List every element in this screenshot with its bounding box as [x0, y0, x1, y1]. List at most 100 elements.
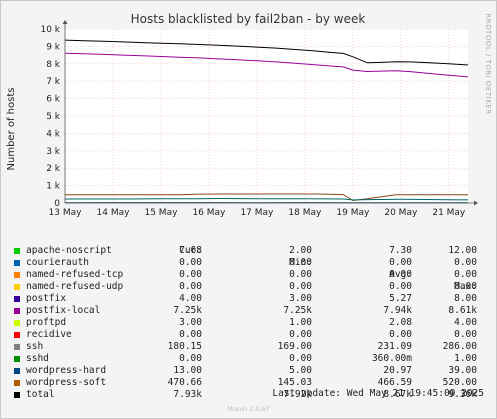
- x-axis-arrow-icon: [474, 200, 478, 206]
- legend-row-wordpress-hard: wordpress-hard 13.00 5.00 20.97 39.00: [12, 365, 484, 377]
- legend-swatch-named-refused-udp: [14, 284, 20, 290]
- legend-row-named-refused-udp: named-refused-udp 0.00 0.00 0.00 0.00: [12, 281, 484, 293]
- chart-title: Hosts blacklisted by fail2ban - by week: [131, 12, 366, 26]
- legend-name: postfix-local: [26, 305, 101, 316]
- series-line-total: [64, 39, 469, 66]
- legend-header: Cur: Min: Avg: Max:: [12, 233, 484, 292]
- legend-min: 0.00: [289, 281, 312, 292]
- x-tick-label: 20 May: [384, 208, 418, 218]
- legend-avg: 0.00: [389, 329, 412, 340]
- legend-cur: 3.00: [179, 317, 202, 328]
- x-tick-label: 15 May: [144, 208, 178, 218]
- legend-cur: 13.00: [173, 365, 202, 376]
- legend-avg: 7.94k: [383, 305, 412, 316]
- legend-cur: 4.00: [179, 293, 202, 304]
- legend-name: recidive: [26, 329, 72, 340]
- legend-cur: 0.00: [179, 269, 202, 280]
- header-min: Min:: [289, 257, 312, 268]
- legend-avg: 466.59: [377, 377, 412, 388]
- legend-max: 8.61k: [448, 305, 477, 316]
- munin-version: Munin 2.0.67: [227, 405, 270, 413]
- legend-cur: 7.25k: [173, 305, 202, 316]
- x-tick-label: 18 May: [288, 208, 322, 218]
- legend-min: 2.00: [289, 245, 312, 256]
- legend-max: 286.00: [442, 341, 477, 352]
- legend-name: named-refused-tcp: [26, 269, 124, 280]
- legend-swatch-postfix-local: [14, 308, 20, 314]
- legend-avg: 2.08: [389, 317, 412, 328]
- y-tick-label: 8 k: [46, 60, 61, 70]
- legend-avg: 7.30: [389, 245, 412, 256]
- legend-row-wordpress-soft: wordpress-soft 470.66 145.03 466.59 520.00: [12, 377, 484, 389]
- y-tick-label: 1 k: [46, 182, 61, 192]
- legend-min: 7.25k: [283, 305, 312, 316]
- legend-cur: 0.00: [179, 329, 202, 340]
- x-tick-label: 17 May: [240, 208, 274, 218]
- legend-min: 145.03: [277, 377, 312, 388]
- legend-cur: 7.68: [179, 245, 202, 256]
- legend-swatch-proftpd: [14, 320, 20, 326]
- legend-min: 7.92k: [283, 389, 312, 400]
- y-tick-label: 9 k: [46, 42, 61, 52]
- legend-cur: 0.00: [179, 257, 202, 268]
- legend-min: 0.00: [289, 269, 312, 280]
- legend-row-postfix: postfix 4.00 3.00 5.27 8.00: [12, 293, 484, 305]
- header-cur: Cur:: [179, 245, 202, 256]
- y-tick-label: 10 k: [40, 25, 60, 35]
- legend-row-recidive: recidive 0.00 0.00 0.00 0.00: [12, 329, 484, 341]
- legend-max: 9.36k: [448, 389, 477, 400]
- legend-max: 520.00: [442, 377, 477, 388]
- legend-swatch-total: [14, 392, 20, 398]
- y-tick-label: 2 k: [46, 164, 61, 174]
- last-update: Last update: Wed May 21 19:45:00 2025: [272, 388, 484, 399]
- y-tick-label: 7 k: [46, 77, 61, 87]
- legend-swatch-ssh: [14, 344, 20, 350]
- x-tick-label: 14 May: [97, 208, 131, 218]
- legend-name: wordpress-soft: [26, 377, 107, 388]
- header-max: Max:: [454, 281, 477, 292]
- legend-min: 1.00: [289, 317, 312, 328]
- legend-min: 0.00: [289, 329, 312, 340]
- x-tick-label: 21 May: [432, 208, 466, 218]
- legend-row-postfix-local: postfix-local 7.25k 7.25k 7.94k 8.61k: [12, 305, 484, 317]
- legend-row-sshd: sshd 0.00 0.00 360.00m 1.00: [12, 353, 484, 365]
- legend-cur: 0.00: [179, 281, 202, 292]
- y-tick-label: 3 k: [46, 147, 61, 157]
- axes: [62, 20, 478, 206]
- legend-name: named-refused-udp: [26, 281, 124, 292]
- legend-cur: 180.15: [167, 341, 202, 352]
- legend-row-proftpd: proftpd 3.00 1.00 2.08 4.00: [12, 317, 484, 329]
- legend-swatch-named-refused-tcp: [14, 272, 20, 278]
- legend-max: 0.00: [454, 269, 477, 280]
- legend-swatch-recidive: [14, 332, 20, 338]
- legend-name: sshd: [26, 353, 49, 364]
- x-ticks: 13 May 14 May 15 May 16 May 17 May 18 May 19 M…: [49, 208, 466, 218]
- legend-row-named-refused-tcp: named-refused-tcp 0.00 0.00 0.00 0.00: [12, 269, 484, 281]
- legend-name: courierauth: [26, 257, 89, 268]
- legend-swatch-courierauth: [14, 260, 20, 266]
- y-axis-label: Number of hosts: [6, 88, 17, 171]
- legend-max: 39.00: [448, 365, 477, 376]
- legend-max: 1.00: [454, 353, 477, 364]
- y-tick-label: 6 k: [46, 95, 61, 105]
- legend-avg: 0.00: [389, 269, 412, 280]
- legend-avg: 0.00: [389, 281, 412, 292]
- series-line-wordpress-soft: [65, 193, 468, 202]
- x-tick-label: 16 May: [192, 208, 226, 218]
- legend-name: ssh: [26, 341, 44, 352]
- y-ticks: 0 1 k 2 k 3 k 4 k 5 k 6 k 7 k 8 k 9 k 10 k: [40, 25, 60, 209]
- legend-min: 0.00: [289, 353, 312, 364]
- legend-swatch-postfix: [14, 296, 20, 302]
- legend-avg: 5.27: [389, 293, 412, 304]
- legend-min: 3.00: [289, 293, 312, 304]
- series-line-postfix-local: [64, 52, 469, 78]
- chart: Hosts blacklisted by fail2ban - by week …: [6, 12, 492, 218]
- legend-max: 12.00: [448, 245, 477, 256]
- legend-max: 8.00: [454, 293, 477, 304]
- series-line-ssh: [65, 197, 469, 201]
- legend-max: 0.00: [454, 329, 477, 340]
- legend-name: proftpd: [26, 317, 67, 328]
- legend-row-ssh: ssh 180.15 169.00 231.09 286.00: [12, 341, 484, 353]
- legend-name: total: [26, 389, 55, 400]
- legend-avg: 0.00: [389, 257, 412, 268]
